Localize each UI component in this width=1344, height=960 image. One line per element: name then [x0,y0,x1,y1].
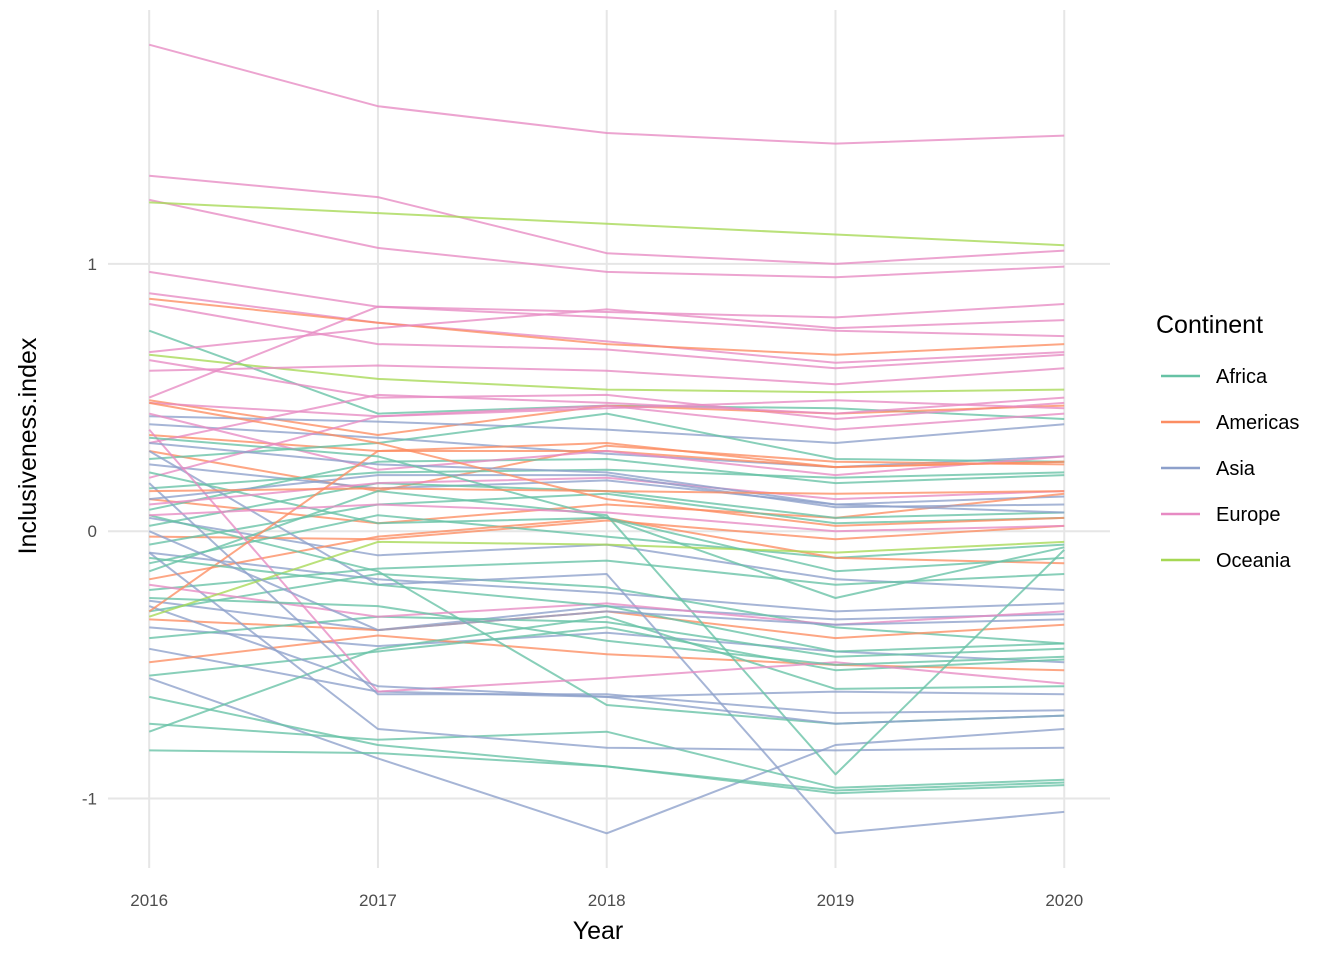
series-line-africa [149,597,1065,666]
series-line-africa [148,615,1065,733]
series-line-oceania [148,540,1065,618]
legend-label-europe: Europe [1216,504,1281,526]
series-lines [148,43,1065,835]
series-line-europe [149,359,1065,420]
series-line-europe [148,305,1065,399]
series-line-europe [148,399,1065,479]
legend-label-asia: Asia [1216,458,1256,480]
series-line-europe [149,503,1065,533]
series-line-americas [148,442,1065,613]
y-axis-title: Inclusiveness.index [14,337,42,554]
series-line-europe [149,583,1065,626]
series-line-europe [149,174,1065,265]
series-line-asia [149,442,1065,514]
series-line-europe [149,270,1065,319]
series-line-europe [149,303,1065,370]
x-tick-labels: 2016 2017 2018 2019 2020 [130,891,1083,910]
legend-title: Continent [1156,311,1263,339]
x-tick-label: 2019 [817,891,855,910]
y-tick-labels: 1 0 -1 [82,255,97,809]
y-tick-label: -1 [82,790,97,809]
series-line-asia [149,551,1065,613]
series-line-europe [148,43,1065,145]
series-line-americas [149,519,1065,541]
grid [108,10,1110,868]
x-tick-label: 2018 [588,891,626,910]
series-line-asia [148,482,1065,714]
series-line-africa [149,722,1065,789]
series-line-africa [149,412,1065,463]
series-line-asia [148,551,1065,752]
y-tick-label: 1 [88,255,97,274]
series-line-asia [148,530,1065,632]
series-line-africa [148,458,1065,511]
series-line-africa [149,556,1065,653]
legend: Continent Africa Americas Asia Europe Oceani… [1156,311,1299,572]
series-line-oceania [149,201,1065,247]
series-line-americas [149,297,1065,356]
legend-label-americas: Americas [1216,412,1299,434]
series-line-americas [149,492,1065,525]
series-line-asia [149,463,1065,506]
series-line-americas [149,401,1065,527]
legend-label-oceania: Oceania [1216,550,1291,572]
x-tick-label: 2017 [359,891,397,910]
series-line-americas [149,487,1065,495]
series-line-africa [149,749,1065,795]
series-line-asia [148,605,1065,725]
x-tick-label: 2016 [130,891,168,910]
legend-label-africa: Africa [1216,366,1268,388]
y-tick-label: 0 [88,522,97,541]
series-line-europe [148,393,1065,444]
series-line-africa [148,490,1065,776]
series-line-asia [148,677,1065,835]
series-line-asia [149,415,1065,444]
x-tick-label: 2020 [1045,891,1083,910]
series-line-asia [148,450,1065,835]
series-line-oceania [149,353,1065,394]
series-line-europe [149,364,1065,386]
series-line-africa [148,514,1065,565]
series-line-europe [148,198,1065,279]
series-line-africa [149,436,1065,573]
series-line-europe [149,292,1065,364]
x-axis-title: Year [573,917,624,945]
